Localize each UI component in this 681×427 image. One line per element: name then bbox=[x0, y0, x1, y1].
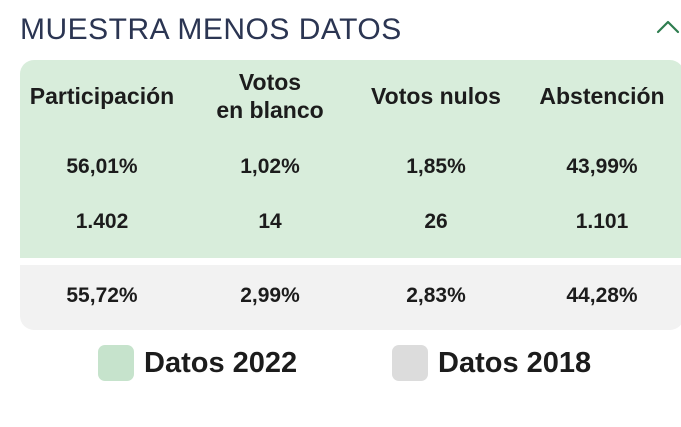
column-header-abstention: Abstención bbox=[539, 83, 665, 109]
legend: Datos 2022 Datos 2018 bbox=[0, 344, 681, 382]
legend-item-2018: Datos 2018 bbox=[392, 344, 591, 382]
column-header-null-votes: Votos nulos bbox=[371, 83, 501, 109]
table-cell: 1,85% bbox=[406, 155, 466, 178]
table-cell: 1,02% bbox=[240, 155, 300, 178]
collapse-button[interactable] bbox=[655, 14, 681, 40]
legend-label-2022: Datos 2022 bbox=[144, 346, 298, 379]
table-cell: 1.402 bbox=[75, 210, 129, 233]
show-less-data-title[interactable]: MUESTRA MENOS DATOS bbox=[20, 13, 402, 46]
panel-header: MUESTRA MENOS DATOS bbox=[20, 10, 681, 54]
legend-label-2018: Datos 2018 bbox=[438, 346, 592, 379]
legend-swatch-2022 bbox=[98, 345, 134, 381]
previous-data-section bbox=[20, 265, 681, 330]
results-table: Participación Votos en blanco Votos nulo… bbox=[20, 60, 681, 330]
table-cell: 2,83% bbox=[406, 284, 466, 307]
current-data-section: Participación Votos en blanco Votos nulo… bbox=[20, 60, 681, 258]
column-header-blank-votes: Votos en blanco bbox=[216, 69, 324, 123]
table-cell: 43,99% bbox=[566, 155, 638, 178]
column-header-participation: Participación bbox=[29, 83, 175, 109]
table-cell: 56,01% bbox=[66, 155, 138, 178]
table-cell: 55,72% bbox=[66, 284, 138, 307]
chevron-up-icon bbox=[656, 20, 680, 34]
legend-swatch-2018 bbox=[392, 345, 428, 381]
table-cell: 14 bbox=[258, 210, 282, 233]
table-cell: 44,28% bbox=[566, 284, 638, 307]
legend-item-2022: Datos 2022 bbox=[98, 344, 297, 382]
table-cell: 1.101 bbox=[575, 210, 629, 233]
table-cell: 2,99% bbox=[240, 284, 300, 307]
table-cell: 26 bbox=[424, 210, 448, 233]
